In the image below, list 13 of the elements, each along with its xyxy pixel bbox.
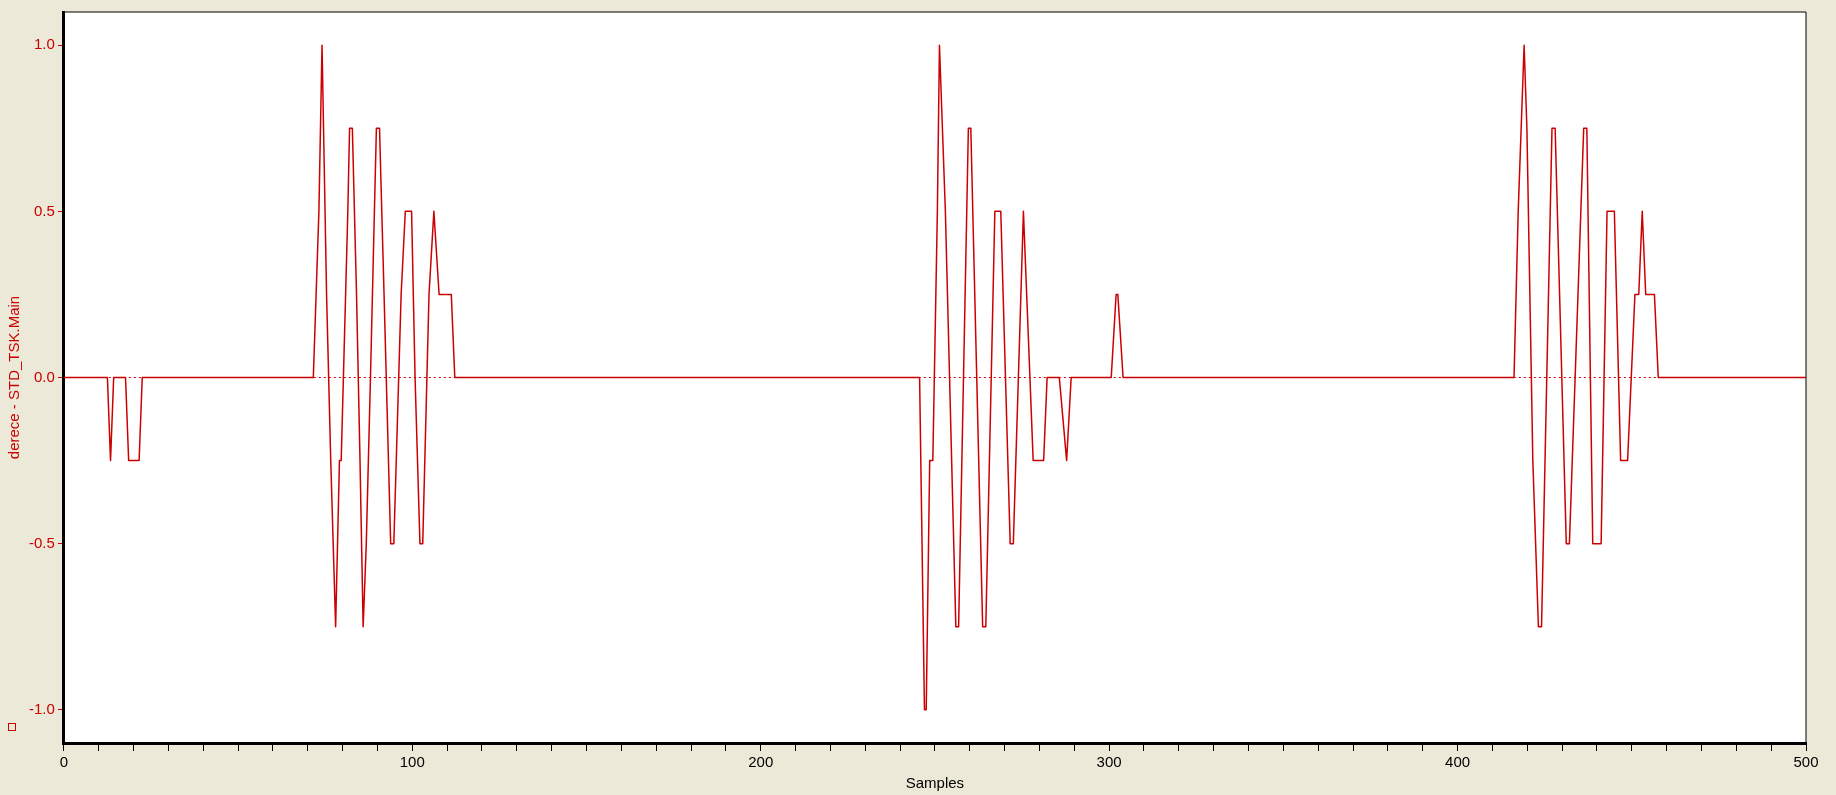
y-tick-label: 1.0 (33, 35, 55, 53)
y-tick-label: 0.0 (33, 367, 55, 385)
x-axis-title: Samples (905, 774, 965, 792)
y-tick-label: 0.5 (33, 201, 55, 219)
y-tick-label: -0.5 (28, 533, 55, 551)
y-axis-title: derece - STD_TSK.Main (5, 295, 23, 460)
x-tick-label: 100 (399, 753, 425, 771)
y-tick-label: -1.0 (28, 699, 55, 717)
x-tick-label: 200 (748, 753, 774, 771)
x-tick-label: 300 (1096, 753, 1122, 771)
x-tick-label: 400 (1445, 753, 1471, 771)
x-tick-label: 500 (1793, 753, 1819, 771)
x-tick-label: 0 (59, 753, 69, 771)
